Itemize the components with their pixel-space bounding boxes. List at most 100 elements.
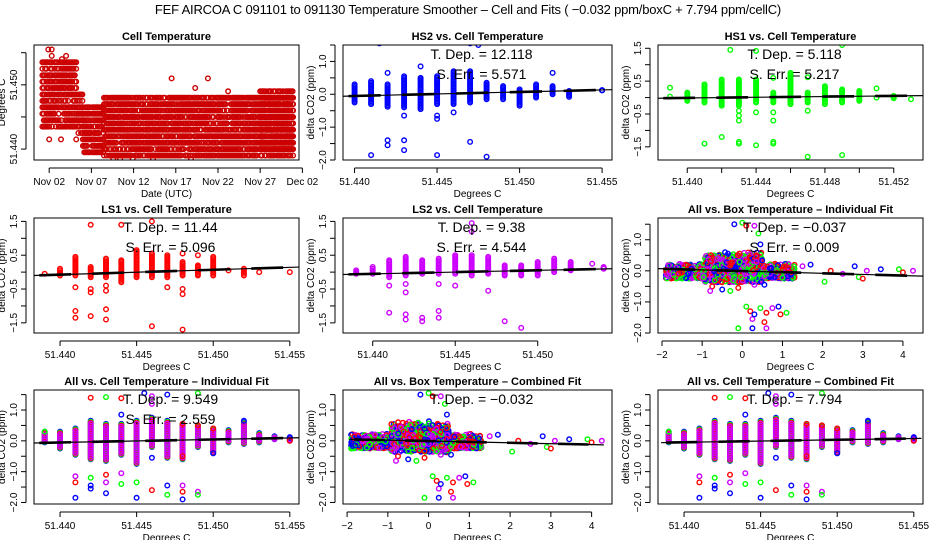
cell-temp-point bbox=[219, 126, 226, 133]
data-point bbox=[435, 281, 442, 288]
data-point bbox=[728, 259, 735, 266]
data-point bbox=[701, 81, 708, 88]
data-point bbox=[785, 265, 792, 272]
data-point bbox=[743, 222, 750, 229]
x-tick-label: 51.445 bbox=[440, 350, 471, 361]
cell-temp-point bbox=[73, 78, 80, 85]
data-point bbox=[148, 218, 155, 225]
x-tick-label: 51.440 bbox=[672, 177, 703, 188]
data-points bbox=[34, 390, 299, 503]
y-tick-label: −1.0 bbox=[318, 117, 329, 137]
data-point bbox=[419, 314, 426, 321]
data-point bbox=[667, 84, 674, 91]
cell-temp-point bbox=[225, 88, 232, 95]
cell-temp-point bbox=[289, 126, 296, 133]
data-point bbox=[194, 491, 201, 498]
x-tick-label: −2 bbox=[656, 350, 668, 361]
data-point bbox=[753, 142, 760, 149]
data-point bbox=[419, 318, 426, 325]
temp-dependence-annotation: T. Dep. = 5.118 bbox=[747, 46, 842, 62]
y-axis-label: delta CO2 (ppm) bbox=[306, 239, 317, 313]
data-point bbox=[179, 482, 186, 489]
data-point bbox=[102, 282, 109, 289]
cell-temp-point bbox=[180, 146, 187, 153]
cell-temp-point bbox=[157, 107, 164, 114]
temp-dependence-annotation: T. Dep. = 11.44 bbox=[123, 219, 218, 235]
x-tick-label: Nov 22 bbox=[202, 177, 234, 188]
data-point bbox=[210, 425, 217, 432]
data-point bbox=[386, 309, 393, 316]
data-point bbox=[133, 479, 140, 486]
cell-temp-point bbox=[97, 149, 104, 156]
smoother-segment bbox=[509, 90, 543, 94]
data-point bbox=[759, 257, 766, 264]
data-point bbox=[194, 488, 201, 495]
data-point bbox=[72, 494, 79, 501]
data-point bbox=[551, 255, 558, 262]
y-tick-label: −1.5 bbox=[9, 313, 20, 333]
data-point bbox=[194, 262, 201, 269]
plot-frame bbox=[342, 217, 613, 334]
data-point bbox=[734, 252, 741, 259]
panel-title: Cell Temperature bbox=[122, 31, 211, 43]
std-error-annotation: S. Err. = 5.096 bbox=[126, 239, 216, 255]
cell-temp-point bbox=[289, 139, 296, 146]
data-point bbox=[467, 138, 474, 145]
data-point bbox=[179, 286, 186, 293]
cell-temp-point bbox=[52, 97, 59, 104]
data-point bbox=[500, 83, 507, 90]
data-point bbox=[452, 282, 459, 289]
y-tick-label: 1.5 bbox=[633, 41, 644, 55]
data-point bbox=[401, 112, 408, 119]
data-point bbox=[41, 431, 48, 438]
plot-frame bbox=[33, 44, 300, 161]
y-axis-label: delta CO2 (ppm) bbox=[306, 66, 317, 140]
data-point bbox=[72, 253, 79, 260]
data-point bbox=[179, 423, 186, 430]
data-point bbox=[102, 425, 109, 432]
data-point bbox=[210, 253, 217, 260]
data-point bbox=[708, 258, 715, 265]
data-point bbox=[701, 140, 708, 147]
data-point bbox=[141, 390, 148, 397]
plot-frame bbox=[33, 217, 300, 334]
data-point bbox=[102, 255, 109, 262]
x-tick-label: 2 bbox=[820, 350, 826, 361]
smoother-segment bbox=[875, 273, 908, 277]
data-point bbox=[164, 420, 171, 427]
cell-temp-point bbox=[46, 136, 53, 143]
data-point bbox=[754, 275, 761, 282]
data-points bbox=[343, 220, 612, 331]
cell-temp-point bbox=[237, 113, 244, 120]
cell-temp-point bbox=[66, 110, 73, 117]
data-point bbox=[133, 494, 140, 501]
data-point bbox=[534, 259, 541, 266]
smoother-segment bbox=[563, 88, 596, 93]
cell-temp-point bbox=[79, 91, 86, 98]
x-tick-label: 51.450 bbox=[504, 177, 535, 188]
data-point bbox=[118, 470, 125, 477]
cell-temp-point bbox=[289, 146, 296, 153]
data-point bbox=[179, 420, 186, 427]
x-tick-label: Nov 27 bbox=[244, 177, 276, 188]
cell-temp-point bbox=[289, 120, 296, 127]
y-axis-label: delta CO2 (ppm) bbox=[621, 66, 632, 140]
data-point bbox=[179, 488, 186, 495]
data-point bbox=[72, 314, 79, 321]
y-tick-label: −1.0 bbox=[9, 461, 20, 481]
data-point bbox=[873, 85, 880, 92]
std-error-annotation: S. Err. = 5.571 bbox=[437, 66, 527, 82]
data-point bbox=[468, 220, 475, 227]
data-point bbox=[368, 78, 375, 85]
data-point bbox=[735, 325, 742, 332]
y-tick-label: 0.5 bbox=[318, 248, 329, 262]
cell-temp-point bbox=[48, 46, 55, 53]
data-point bbox=[804, 153, 811, 160]
data-point bbox=[434, 115, 441, 122]
cell-temp-point bbox=[188, 155, 194, 160]
data-point bbox=[402, 253, 409, 260]
data-point bbox=[87, 482, 94, 489]
data-point bbox=[118, 395, 125, 402]
